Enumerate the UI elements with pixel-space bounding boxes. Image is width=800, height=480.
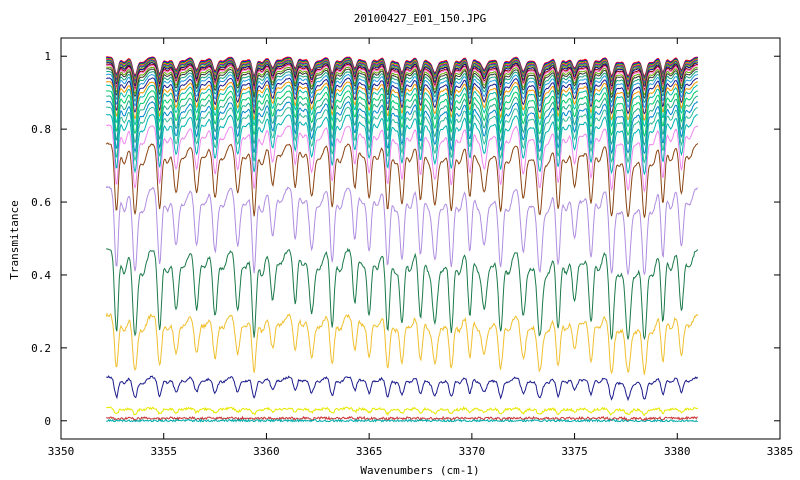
y-tick-label: 0.8 — [31, 123, 51, 136]
spectrum-series-line — [106, 57, 698, 79]
x-tick-label: 3355 — [150, 445, 177, 458]
x-axis-ticks: 3350 3355 3360 3365 3370 3375 3380 3385 — [48, 38, 794, 458]
spectrum-series-line — [105, 418, 698, 423]
series-layer — [105, 56, 699, 423]
spectrum-series-line — [106, 375, 699, 402]
spectrum-series-line — [106, 68, 698, 99]
spectrum-series-line — [105, 81, 698, 122]
y-tick-label: 0.2 — [31, 342, 51, 355]
spectrum-series-line — [105, 90, 699, 138]
x-tick-label: 3365 — [356, 445, 383, 458]
x-tick-label: 3360 — [253, 445, 280, 458]
spectrum-series-line — [106, 64, 698, 92]
spectrum-series-line — [106, 61, 698, 86]
x-axis-label: Wavenumbers (cm-1) — [360, 464, 479, 477]
spectrum-series-line — [105, 415, 698, 422]
y-axis-label: Transmitance — [8, 200, 21, 279]
spectrum-series-line — [105, 185, 698, 276]
spectrum-series-line — [105, 142, 699, 218]
y-tick-label: 0.4 — [31, 269, 51, 282]
spectrum-series-line — [106, 247, 699, 341]
spectrum-series-line — [106, 124, 699, 194]
spectrum-series-line — [106, 66, 698, 96]
y-tick-label: 0 — [44, 415, 51, 428]
spectrum-series-line — [105, 84, 698, 128]
y-tick-label: 0.6 — [31, 196, 51, 209]
spectrum-series-line — [105, 406, 699, 417]
spectrum-series-line — [105, 106, 698, 164]
spectrum-series-line — [105, 59, 698, 82]
spectrum-series-line — [106, 70, 699, 104]
y-tick-label: 1 — [44, 50, 51, 63]
x-tick-label: 3385 — [767, 445, 794, 458]
x-tick-label: 3375 — [561, 445, 588, 458]
spectrum-series-line — [106, 95, 698, 147]
x-tick-label: 3380 — [664, 445, 691, 458]
spectrum-series-line — [106, 77, 699, 115]
spectrum-series-line — [105, 73, 699, 109]
spectrum-series-line — [106, 62, 699, 88]
spectrum-series-line — [106, 57, 698, 80]
spectrum-series-line — [106, 100, 699, 155]
x-tick-label: 3350 — [48, 445, 75, 458]
chart-title: 20100427_E01_150.JPG — [354, 12, 486, 25]
spectrum-series-line — [106, 113, 698, 176]
plot-frame — [60, 37, 781, 440]
spectrum-series-line — [106, 59, 698, 84]
spectrum-series-line — [106, 63, 698, 91]
y-axis-ticks: 0 0.2 0.4 0.6 0.8 1 — [31, 50, 780, 428]
spectrum-series-line — [105, 312, 699, 375]
spectrum-series-line — [106, 58, 698, 81]
x-tick-label: 3370 — [459, 445, 486, 458]
